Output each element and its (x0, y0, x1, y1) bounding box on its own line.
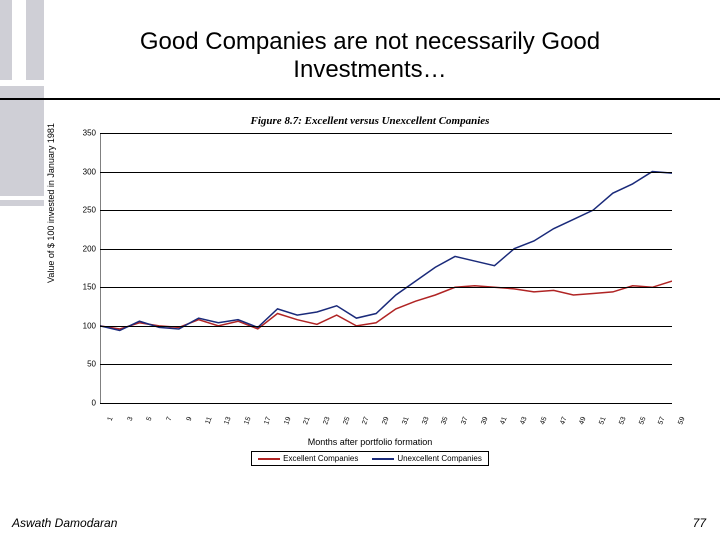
xtick-label: 41 (496, 416, 509, 437)
chart-plot-area: 0501001502002503003501357911131517192123… (100, 133, 672, 403)
page-title: Good Companies are not necessarily Good … (90, 28, 650, 84)
grid-line (100, 133, 672, 134)
xtick-label: 47 (555, 416, 568, 437)
series-line (100, 172, 672, 331)
ytick-label: 300 (72, 167, 96, 176)
chart-legend: Excellent Companies Unexcellent Companies (251, 451, 489, 466)
grid-line (100, 364, 672, 365)
xtick-label: 33 (417, 416, 430, 437)
xtick-label: 55 (634, 416, 647, 437)
xtick-label: 19 (279, 416, 292, 437)
xtick-label: 25 (338, 416, 351, 437)
chart-ylabel: Value of $ 100 invested in January 1981 (46, 123, 56, 283)
grid-line (100, 403, 672, 404)
chart: Figure 8.7: Excellent versus Unexcellent… (60, 115, 680, 485)
ytick-label: 200 (72, 244, 96, 253)
ytick-label: 250 (72, 206, 96, 215)
legend-item: Excellent Companies (258, 454, 358, 463)
ytick-label: 0 (72, 399, 96, 408)
xtick-label: 27 (358, 416, 371, 437)
xtick-label: 43 (515, 416, 528, 437)
decoration-bar (0, 86, 44, 196)
xtick-label: 49 (575, 416, 588, 437)
grid-line (100, 210, 672, 211)
xtick-label: 1 (101, 416, 114, 437)
chart-title: Figure 8.7: Excellent versus Unexcellent… (60, 115, 680, 127)
ytick-label: 150 (72, 283, 96, 292)
footer-page-number: 77 (693, 516, 706, 530)
grid-line (100, 287, 672, 288)
xtick-label: 21 (298, 416, 311, 437)
xtick-label: 3 (121, 416, 134, 437)
footer-author: Aswath Damodaran (12, 516, 117, 530)
grid-line (100, 326, 672, 327)
xtick-label: 7 (160, 416, 173, 437)
slide: Good Companies are not necessarily Good … (0, 0, 720, 540)
xtick-label: 9 (180, 416, 193, 437)
ytick-label: 350 (72, 129, 96, 138)
xtick-label: 59 (673, 416, 686, 437)
xtick-label: 29 (377, 416, 390, 437)
ytick-label: 100 (72, 321, 96, 330)
xtick-label: 31 (397, 416, 410, 437)
grid-line (100, 249, 672, 250)
xtick-label: 39 (476, 416, 489, 437)
legend-swatch (258, 458, 280, 460)
chart-body: Value of $ 100 invested in January 1981 … (60, 133, 680, 433)
xtick-label: 53 (614, 416, 627, 437)
xtick-label: 13 (220, 416, 233, 437)
xtick-label: 51 (594, 416, 607, 437)
ytick-label: 50 (72, 360, 96, 369)
xtick-label: 5 (141, 416, 154, 437)
decoration-bar (0, 200, 44, 206)
chart-lines (100, 133, 672, 403)
xtick-label: 35 (436, 416, 449, 437)
xtick-label: 37 (456, 416, 469, 437)
grid-line (100, 172, 672, 173)
xtick-label: 17 (259, 416, 272, 437)
decoration-bar (0, 0, 12, 80)
title-underline (0, 98, 720, 100)
xtick-label: 57 (653, 416, 666, 437)
legend-item: Unexcellent Companies (372, 454, 482, 463)
chart-xlabel: Months after portfolio formation (60, 437, 680, 447)
legend-swatch (372, 458, 394, 460)
decoration-bar (26, 0, 44, 80)
xtick-label: 11 (200, 416, 213, 437)
xtick-label: 23 (318, 416, 331, 437)
xtick-label: 45 (535, 416, 548, 437)
xtick-label: 15 (239, 416, 252, 437)
